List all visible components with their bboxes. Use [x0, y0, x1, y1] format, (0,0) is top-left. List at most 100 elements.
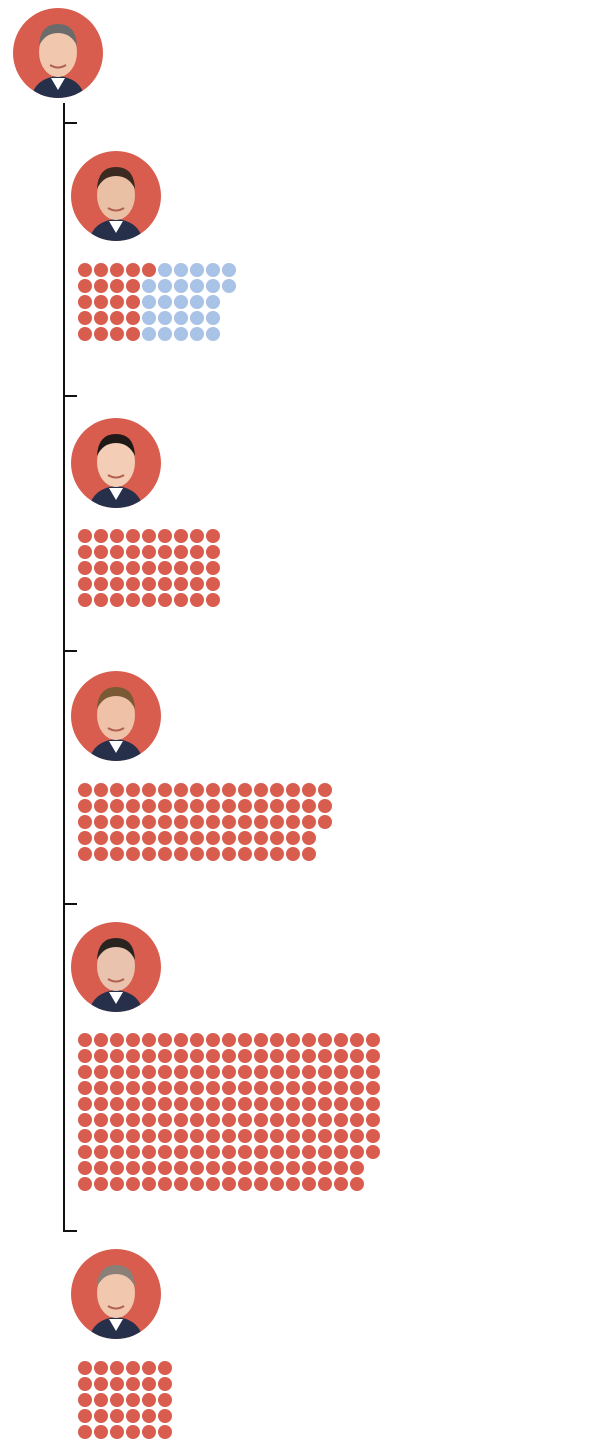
vote-dot-red	[142, 1033, 156, 1047]
vote-dot-red	[78, 263, 92, 277]
vote-dot-red	[126, 1377, 140, 1391]
vote-dot-blue	[158, 263, 172, 277]
vote-dot-red	[334, 1033, 348, 1047]
vote-dot-red	[158, 1409, 172, 1423]
vote-dot-red	[94, 1177, 108, 1191]
vote-dot-red	[110, 561, 124, 575]
vote-dot-red	[110, 1377, 124, 1391]
vote-dot-red	[254, 847, 268, 861]
vote-dot-red	[350, 1097, 364, 1111]
vote-dot-red	[78, 847, 92, 861]
vote-dot-red	[254, 1145, 268, 1159]
vote-dot-red	[206, 1177, 220, 1191]
vote-dot-red	[206, 593, 220, 607]
vote-dot-red	[126, 263, 140, 277]
vote-dot-red	[222, 1097, 236, 1111]
vote-dot-red	[318, 1097, 332, 1111]
vote-dot-red	[190, 1113, 204, 1127]
vote-dot-red	[142, 1081, 156, 1095]
vote-dot-red	[94, 593, 108, 607]
vote-dot-red	[126, 577, 140, 591]
vote-dot-blue	[142, 279, 156, 293]
vote-dot-red	[270, 1097, 284, 1111]
vote-dot-red	[126, 1033, 140, 1047]
vote-dot-red	[158, 577, 172, 591]
vote-dot-red	[110, 1393, 124, 1407]
vote-dot-red	[174, 545, 188, 559]
vote-dot-blue	[206, 279, 220, 293]
vote-dot-red	[222, 1129, 236, 1143]
vote-dot-red	[174, 847, 188, 861]
vote-dot-red	[238, 1161, 252, 1175]
vote-dot-red	[302, 1065, 316, 1079]
vote-dot-red	[110, 1361, 124, 1375]
vote-dot-red	[270, 831, 284, 845]
vote-dot-red	[206, 577, 220, 591]
vote-dot-red	[286, 1145, 300, 1159]
vote-dot-red	[350, 1065, 364, 1079]
vote-dot-red	[110, 1033, 124, 1047]
vote-dot-red	[110, 1097, 124, 1111]
vote-dot-red	[302, 815, 316, 829]
vote-dot-red	[110, 815, 124, 829]
vote-dot-blue	[190, 263, 204, 277]
vote-dot-red	[94, 1161, 108, 1175]
vote-dot-red	[270, 783, 284, 797]
vote-dot-red	[270, 1081, 284, 1095]
vote-dot-red	[254, 1033, 268, 1047]
vote-dot-red	[254, 1049, 268, 1063]
vote-dot-red	[142, 529, 156, 543]
vote-dot-red	[126, 545, 140, 559]
vote-dot-red	[174, 799, 188, 813]
vote-dot-red	[158, 1393, 172, 1407]
tree-trunk-line	[63, 103, 65, 1231]
vote-dot-red	[78, 295, 92, 309]
vote-dot-red	[94, 327, 108, 341]
vote-dot-red	[110, 545, 124, 559]
vote-dot-red	[350, 1049, 364, 1063]
vote-dot-red	[222, 1161, 236, 1175]
vote-dot-red	[318, 815, 332, 829]
vote-dot-red	[174, 1049, 188, 1063]
vote-dot-red	[190, 1097, 204, 1111]
vote-dot-red	[78, 1425, 92, 1439]
vote-dot-red	[286, 1097, 300, 1111]
vote-dot-red	[318, 1081, 332, 1095]
vote-dot-red	[254, 1129, 268, 1143]
vote-dot-red	[78, 1145, 92, 1159]
vote-dot-red	[302, 1129, 316, 1143]
vote-dot-red	[286, 1129, 300, 1143]
vote-dot-red	[190, 561, 204, 575]
vote-dot-red	[142, 1361, 156, 1375]
vote-dot-red	[158, 1097, 172, 1111]
vote-dot-red	[126, 327, 140, 341]
vote-dot-red	[126, 831, 140, 845]
vote-dot-red	[302, 831, 316, 845]
vote-dot-red	[110, 1065, 124, 1079]
vote-dot-red	[286, 1081, 300, 1095]
vote-dot-red	[270, 847, 284, 861]
vote-dot-red	[110, 1113, 124, 1127]
vote-dot-red	[190, 1049, 204, 1063]
vote-dot-red	[238, 1049, 252, 1063]
vote-dot-red	[238, 783, 252, 797]
vote-dot-red	[94, 529, 108, 543]
vote-dot-red	[158, 1425, 172, 1439]
vote-dot-red	[78, 1177, 92, 1191]
vote-dot-red	[302, 847, 316, 861]
vote-dot-red	[110, 1177, 124, 1191]
vote-dot-red	[78, 1113, 92, 1127]
vote-dot-red	[174, 1113, 188, 1127]
vote-dot-red	[350, 1113, 364, 1127]
vote-dot-red	[270, 1033, 284, 1047]
vote-dot-red	[190, 815, 204, 829]
vote-dot-red	[254, 815, 268, 829]
vote-dot-red	[238, 1097, 252, 1111]
vote-dot-red	[206, 1129, 220, 1143]
vote-dot-red	[366, 1113, 380, 1127]
vote-dot-red	[318, 1113, 332, 1127]
vote-dot-red	[142, 545, 156, 559]
vote-dot-red	[110, 783, 124, 797]
vote-dot-red	[158, 1145, 172, 1159]
vote-dot-red	[78, 545, 92, 559]
